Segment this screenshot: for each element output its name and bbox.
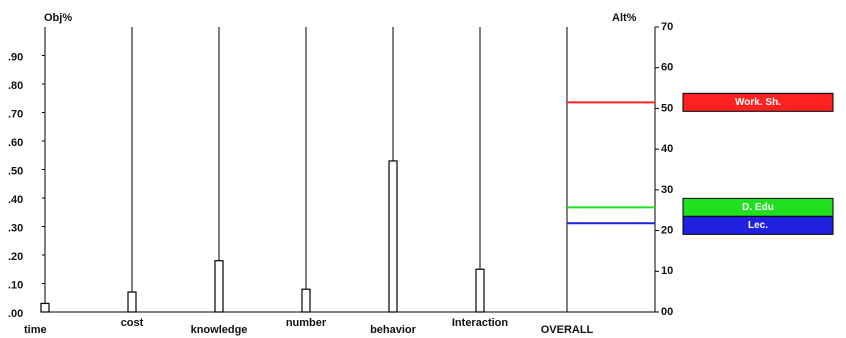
x-tick-label: Interaction [452,317,509,329]
weight-bar [388,160,398,313]
x-tick-label: behavior [370,324,417,336]
weight-bar [301,288,311,313]
y2-tick-label: 10 [661,265,673,277]
weight-bar [475,268,485,313]
y-axis-label: Obj% [44,12,72,24]
y2-axis-label: Alt% [612,12,637,24]
y-tick-label: .60 [8,137,23,149]
x-tick-label: time [24,324,47,336]
legend-label: Lec. [748,220,768,231]
legend-item: D. Edu [682,197,834,217]
legend-item: Work. Sh. [682,92,834,112]
legend-box [682,215,834,235]
y2-tick-label: 50 [661,102,673,114]
y2-tick-label: 30 [661,184,673,196]
y2-tick-label: 00 [661,306,673,318]
legend-label: Work. Sh. [735,97,781,108]
y-tick-label: .00 [8,308,23,320]
weight-bar [127,291,137,313]
legend-box [682,92,834,112]
y-tick-label: .10 [8,279,23,291]
x-tick-label: cost [121,317,144,329]
x-tick-label: knowledge [191,324,248,336]
legend-item: Lec. [682,215,834,235]
y-tick-label: .70 [8,108,23,120]
y2-tick-label: 60 [661,62,673,74]
y2-tick-label: 20 [661,224,673,236]
y-tick-label: .20 [8,251,23,263]
weight-bar [40,302,50,313]
y-tick-label: .30 [8,222,23,234]
y2-tick-label: 40 [661,143,673,155]
y2-tick-label: 70 [661,21,673,33]
weight-bar [214,260,224,313]
y-tick-label: .80 [8,80,23,92]
y-tick-label: .90 [8,51,23,63]
legend-label: D. Edu [742,202,774,213]
y-tick-label: .50 [8,165,23,177]
y-tick-label: .40 [8,194,23,206]
x-tick-label: OVERALL [541,324,594,336]
x-tick-label: number [286,317,327,329]
